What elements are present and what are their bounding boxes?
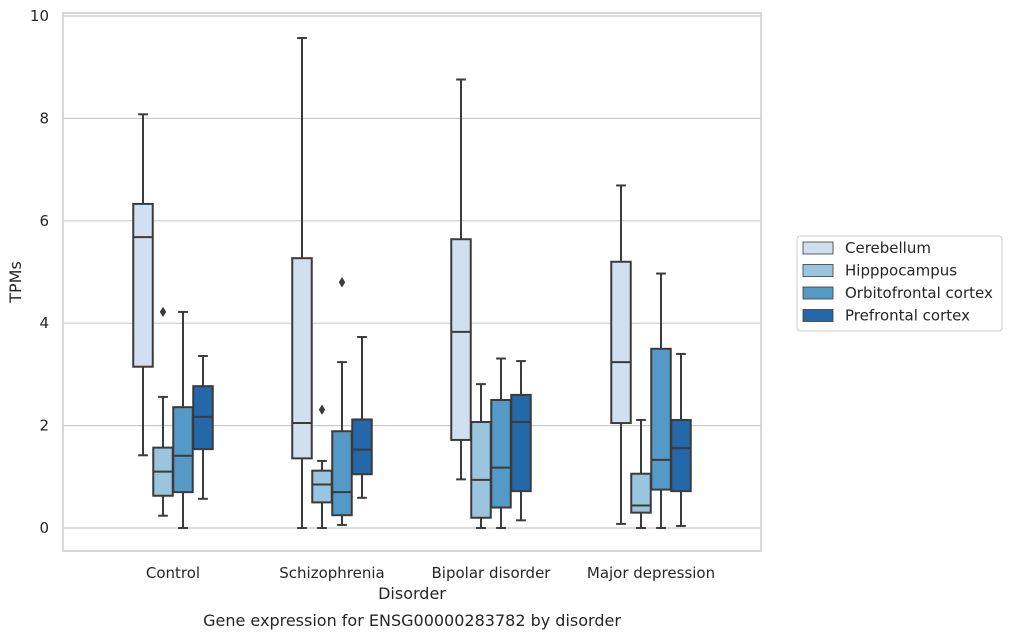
box-body <box>351 418 373 476</box>
y-tick-label: 0 <box>39 519 49 537</box>
box-body <box>650 347 672 491</box>
chart-caption: Gene expression for ENSG00000283782 by d… <box>203 611 621 630</box>
legend-swatch <box>802 309 834 322</box>
box-prefrontal-cortex <box>192 354 214 500</box>
box-body <box>132 202 154 368</box>
tick-layer: 0 2 4 6 8 10 Control Schizophrenia Bipolar disor… <box>30 7 715 582</box>
box-hipppocampus <box>152 306 174 517</box>
box-layer <box>132 37 692 529</box>
y-tick-label: 4 <box>39 314 49 332</box>
box-body <box>630 472 652 514</box>
legend-swatch <box>802 241 834 255</box>
box-body <box>670 418 692 493</box>
x-tick-label: Schizophrenia <box>279 564 384 582</box>
box-prefrontal-cortex <box>510 360 532 522</box>
box-prefrontal-cortex <box>670 352 692 527</box>
y-tick-label: 8 <box>39 109 49 127</box>
box-body <box>311 469 333 504</box>
x-tick-label: Control <box>146 564 200 582</box>
x-tick-label: Major depression <box>587 564 715 582</box>
box-body <box>610 260 632 425</box>
box-orbitofrontal-cortex <box>172 310 194 529</box>
box-body <box>172 406 194 494</box>
legend: Cerebellum Hipppocampus Orbitofrontal cort… <box>796 235 1003 332</box>
box-cerebellum <box>132 113 154 457</box>
box-body <box>450 238 472 441</box>
y-axis-label: TPMs <box>6 261 25 304</box>
box-body <box>331 430 353 517</box>
legend-frame <box>796 235 1003 332</box>
outlier-marker <box>159 306 167 318</box>
box-body <box>510 393 532 493</box>
box-hipppocampus <box>470 383 492 529</box>
box-cerebellum <box>450 78 472 481</box>
y-tick-label: 10 <box>30 7 49 25</box>
box-body <box>470 421 492 519</box>
legend-label: Cerebellum <box>845 239 931 257</box>
outlier-marker <box>318 404 326 415</box>
legend-swatch <box>802 286 834 300</box>
box-body <box>490 399 512 509</box>
x-axis-label: Disorder <box>378 584 446 603</box>
legend-label: Prefrontal cortex <box>845 307 970 325</box>
y-tick-label: 6 <box>39 212 49 230</box>
legend-swatch <box>802 264 834 277</box>
box-cerebellum <box>291 37 313 529</box>
box-orbitofrontal-cortex <box>331 277 353 526</box>
box-prefrontal-cortex <box>351 336 373 499</box>
box-body <box>291 257 313 460</box>
outlier-marker <box>338 277 346 288</box>
box-orbitofrontal-cortex <box>490 357 512 529</box>
y-tick-label: 2 <box>39 417 49 435</box>
box-hipppocampus <box>630 418 652 529</box>
x-tick-label: Bipolar disorder <box>432 564 552 582</box>
legend-label: Hipppocampus <box>845 262 957 280</box>
legend-items: Cerebellum Hipppocampus Orbitofrontal cort… <box>802 239 993 325</box>
box-cerebellum <box>610 184 632 525</box>
legend-label: Orbitofrontal cortex <box>845 284 993 302</box>
